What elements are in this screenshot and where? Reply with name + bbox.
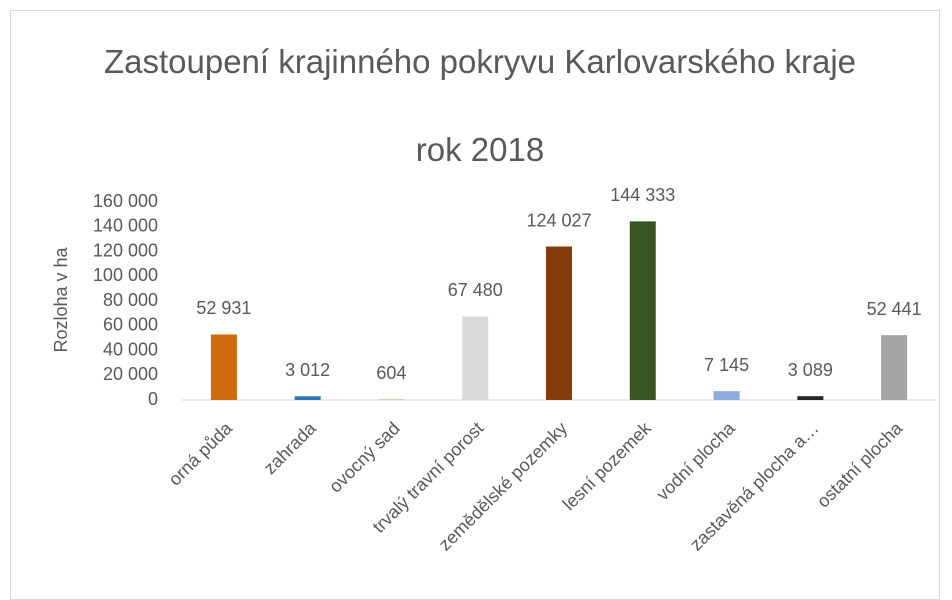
y-tick-label: 120 000 xyxy=(93,240,158,260)
chart-title: Zastoupení krajinného pokryvu Karlovarsk… xyxy=(103,43,857,80)
data-label: 7 145 xyxy=(704,355,749,375)
x-tick-label: ovocný sad xyxy=(325,418,404,497)
x-tick-label: orná půda xyxy=(165,417,237,489)
y-tick-label: 60 000 xyxy=(103,315,158,335)
bar xyxy=(713,391,740,400)
data-label: 52 441 xyxy=(867,299,922,319)
x-tick-label: zahrada xyxy=(260,417,321,478)
y-tick-label: 100 000 xyxy=(93,265,158,285)
data-label: 144 333 xyxy=(610,185,675,205)
y-tick-label: 0 xyxy=(148,389,158,409)
bar xyxy=(881,335,908,400)
bar xyxy=(462,316,489,400)
data-label: 67 480 xyxy=(448,280,503,300)
data-label: 3 012 xyxy=(285,360,330,380)
x-tick-label: vodní plocha xyxy=(652,417,739,504)
data-label: 604 xyxy=(376,363,406,383)
chart-subtitle: rok 2018 xyxy=(415,131,545,168)
bar xyxy=(294,396,321,400)
bar xyxy=(797,396,824,400)
y-tick-label: 20 000 xyxy=(103,364,158,384)
x-tick-label: ostatní plocha xyxy=(813,417,907,511)
y-tick-label: 40 000 xyxy=(103,339,158,359)
bar xyxy=(210,334,237,400)
x-tick-label: lesní pozemek xyxy=(559,417,656,514)
bar xyxy=(378,399,405,400)
data-label: 3 089 xyxy=(788,360,833,380)
data-label: 124 027 xyxy=(526,210,591,230)
y-tick-label: 140 000 xyxy=(93,216,158,236)
y-tick-label: 80 000 xyxy=(103,290,158,310)
y-tick-label: 160 000 xyxy=(93,191,158,211)
y-axis-label: Rozloha v ha xyxy=(51,246,71,352)
bar xyxy=(629,221,656,400)
bar xyxy=(546,246,572,400)
data-label: 52 931 xyxy=(196,298,251,318)
